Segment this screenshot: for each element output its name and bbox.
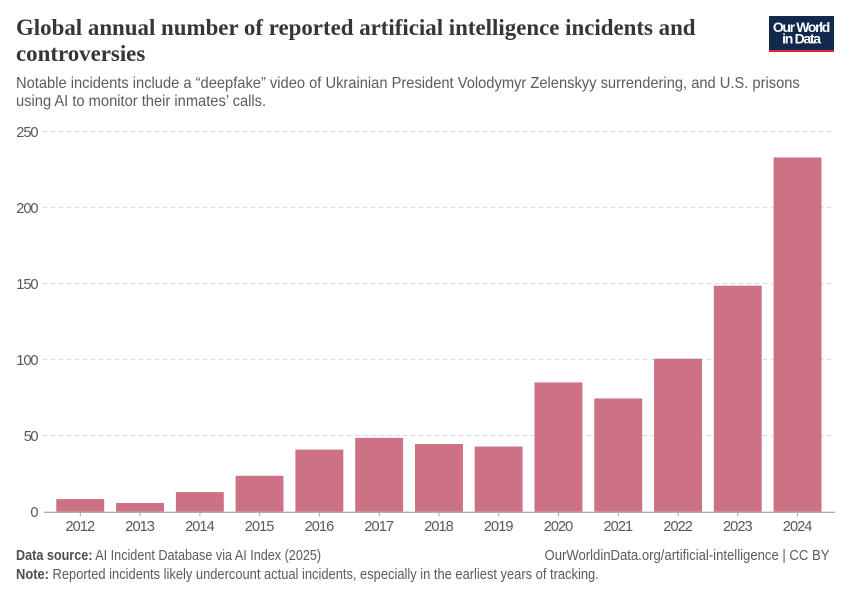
svg-text:0: 0 xyxy=(30,505,38,521)
svg-text:2021: 2021 xyxy=(604,519,634,535)
svg-text:2016: 2016 xyxy=(305,519,335,535)
svg-text:2018: 2018 xyxy=(424,519,454,535)
svg-text:2019: 2019 xyxy=(484,519,514,535)
svg-text:2015: 2015 xyxy=(245,519,275,535)
svg-text:Our World: Our World xyxy=(773,19,831,35)
svg-text:50: 50 xyxy=(24,429,39,445)
svg-text:2020: 2020 xyxy=(544,519,574,535)
svg-text:2013: 2013 xyxy=(125,519,155,535)
svg-text:100: 100 xyxy=(16,353,38,369)
svg-text:200: 200 xyxy=(16,201,38,217)
svg-text:2014: 2014 xyxy=(185,519,215,535)
svg-text:2017: 2017 xyxy=(364,519,394,535)
svg-text:2024: 2024 xyxy=(783,519,813,535)
svg-text:2023: 2023 xyxy=(723,519,753,535)
svg-text:in Data: in Data xyxy=(782,30,821,46)
svg-text:150: 150 xyxy=(16,277,38,293)
svg-text:250: 250 xyxy=(16,125,38,141)
svg-text:2022: 2022 xyxy=(663,519,693,535)
svg-text:2012: 2012 xyxy=(66,519,96,535)
